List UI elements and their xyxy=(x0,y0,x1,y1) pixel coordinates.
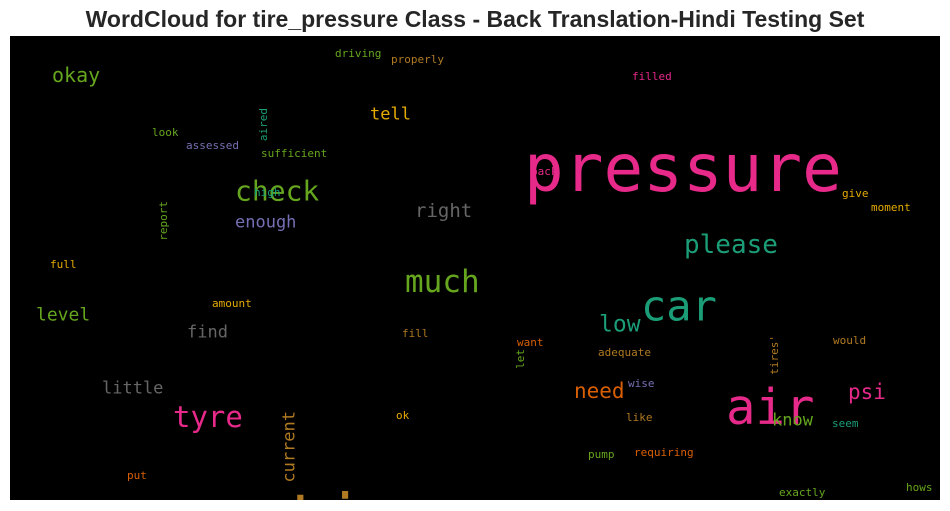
word-low: low xyxy=(599,311,641,337)
word-know: know xyxy=(772,411,814,431)
word-cloud-canvas: pressuretireaircarmuchchecktyrepleaseoka… xyxy=(36,47,933,500)
word-driving: driving xyxy=(335,47,381,60)
word-back: back xyxy=(531,165,558,178)
word-fill: fill xyxy=(402,327,429,340)
word-assessed: assessed xyxy=(186,139,239,152)
word-find: find xyxy=(187,323,228,343)
word-tell: tell xyxy=(370,105,411,125)
word-would: would xyxy=(833,334,866,347)
word-wise: wise xyxy=(628,377,655,390)
word-requiring: requiring xyxy=(634,446,694,459)
word-sufficient: sufficient xyxy=(261,147,327,160)
word-right: right xyxy=(415,200,472,222)
word-tire: tire xyxy=(283,480,447,500)
word-want: want xyxy=(517,336,544,349)
word-adequate: adequate xyxy=(598,346,651,359)
word-little: little xyxy=(102,379,163,399)
word-give: give xyxy=(842,187,869,200)
word-check: check xyxy=(235,174,319,207)
chart-title: WordCloud for tire_pressure Class - Back… xyxy=(85,6,865,32)
word-look: look xyxy=(152,126,179,139)
word-filled: filled xyxy=(632,70,672,83)
word-hows: hows xyxy=(906,481,933,494)
word-cloud: pressuretireaircarmuchchecktyrepleaseoka… xyxy=(10,36,940,500)
word-properly: properly xyxy=(391,53,444,66)
word-report: report xyxy=(157,201,170,241)
word-air: air xyxy=(726,379,815,436)
word-seem: seem xyxy=(832,417,859,430)
word-okay: okay xyxy=(52,63,100,87)
word-amount: amount xyxy=(212,297,252,310)
word-let: let xyxy=(514,349,527,369)
word-aired: aired xyxy=(257,108,270,141)
word-pressure: pressure xyxy=(524,130,842,207)
word-car: car xyxy=(641,282,717,331)
word-high: high xyxy=(254,186,281,199)
word-exactly: exactly xyxy=(779,486,826,499)
word-current: current xyxy=(280,411,300,483)
word-like: like xyxy=(626,411,653,424)
word-full: full xyxy=(50,258,77,271)
word-pump: pump xyxy=(588,448,615,461)
word-level: level xyxy=(36,304,90,325)
word-put: put xyxy=(127,469,147,482)
word-tires: tires' xyxy=(768,335,781,375)
word-need: need xyxy=(574,379,625,403)
word-please: please xyxy=(684,230,778,260)
word-ok: ok xyxy=(396,409,410,422)
word-enough: enough xyxy=(235,213,296,233)
word-moment: moment xyxy=(871,201,911,214)
word-tyre: tyre xyxy=(173,400,243,434)
word-much: much xyxy=(405,264,480,300)
word-psi: psi xyxy=(848,380,886,404)
